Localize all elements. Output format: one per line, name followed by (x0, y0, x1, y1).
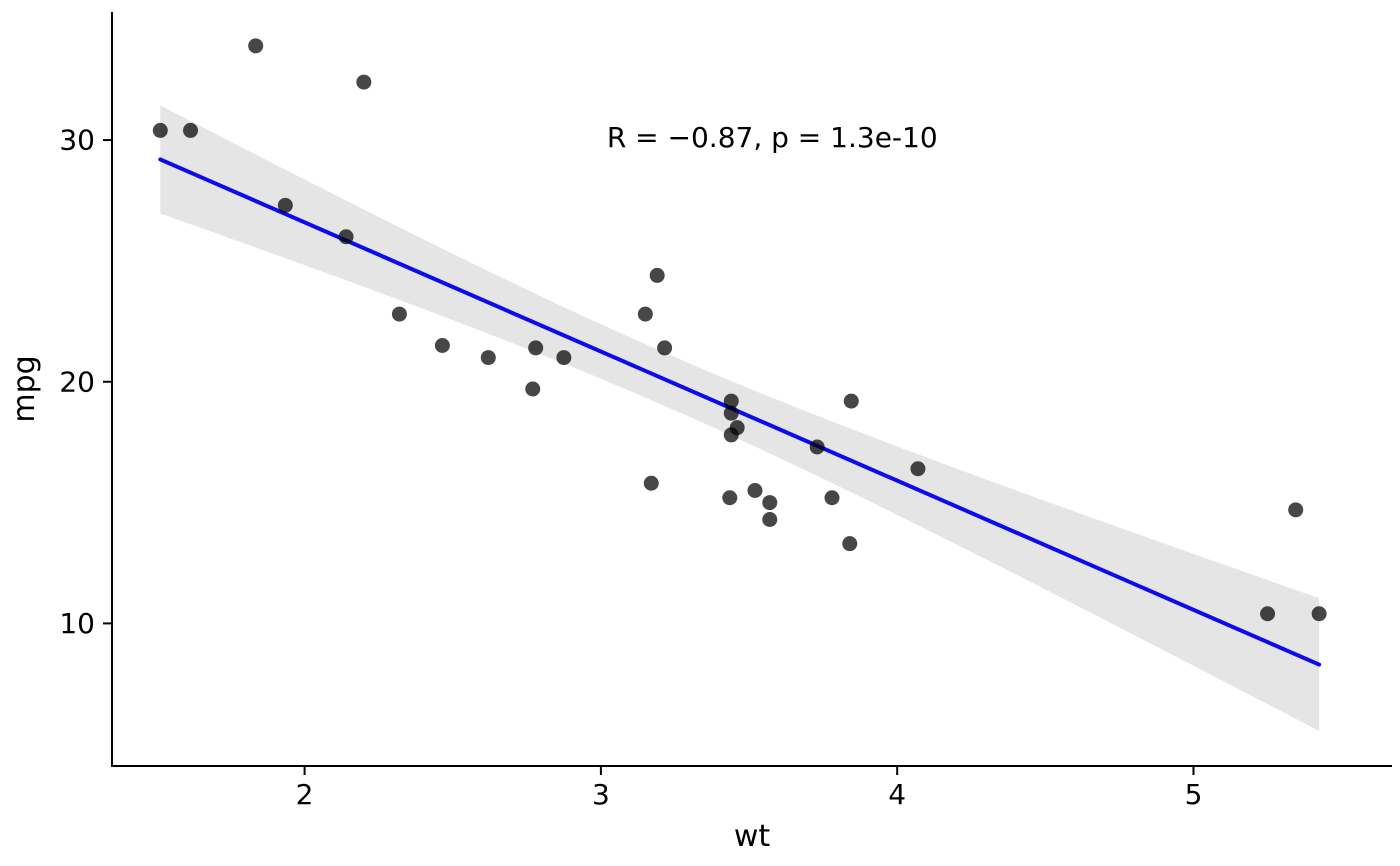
data-point (762, 495, 778, 511)
data-point (356, 74, 372, 90)
data-point (843, 393, 859, 409)
data-point (842, 536, 858, 552)
data-point (338, 229, 354, 245)
chart-layers: 2 3 4 5 10 20 30 (59, 12, 1392, 811)
data-point (910, 461, 926, 477)
y-axis-label: mpg (7, 355, 42, 422)
x-tick-label: 5 (1185, 778, 1203, 811)
y-tick-label: 20 (59, 365, 95, 398)
data-point (1311, 606, 1327, 622)
x-tick-label: 4 (888, 778, 906, 811)
data-point (277, 197, 293, 213)
data-point (152, 122, 168, 138)
data-point (762, 512, 778, 527)
data-point (480, 350, 496, 366)
data-point (528, 340, 544, 356)
data-point (1260, 606, 1276, 622)
regression-line (158, 157, 1322, 667)
data-point (1288, 502, 1304, 518)
x-axis-label: wt (734, 819, 771, 854)
y-tick-label: 10 (59, 607, 95, 640)
data-point (723, 427, 739, 443)
y-tick-label: 30 (59, 124, 95, 157)
data-point (643, 475, 659, 491)
data-point (824, 490, 840, 506)
correlation-annotation: R = −0.87, p = 1.3e-10 (607, 121, 938, 154)
data-point (525, 381, 541, 397)
data-point (391, 306, 407, 322)
data-point (434, 338, 450, 353)
data-point (723, 393, 739, 409)
data-point (747, 483, 763, 498)
data-point (809, 439, 825, 455)
data-point (637, 306, 653, 322)
data-point (657, 340, 673, 356)
x-tick-label: 3 (592, 778, 610, 811)
confidence-band (160, 105, 1320, 732)
data-point (248, 38, 264, 54)
data-point (183, 122, 199, 138)
data-point (723, 405, 739, 421)
data-point (649, 267, 665, 283)
data-point (722, 490, 738, 506)
data-point (556, 350, 572, 366)
x-tick-label: 2 (296, 778, 314, 811)
